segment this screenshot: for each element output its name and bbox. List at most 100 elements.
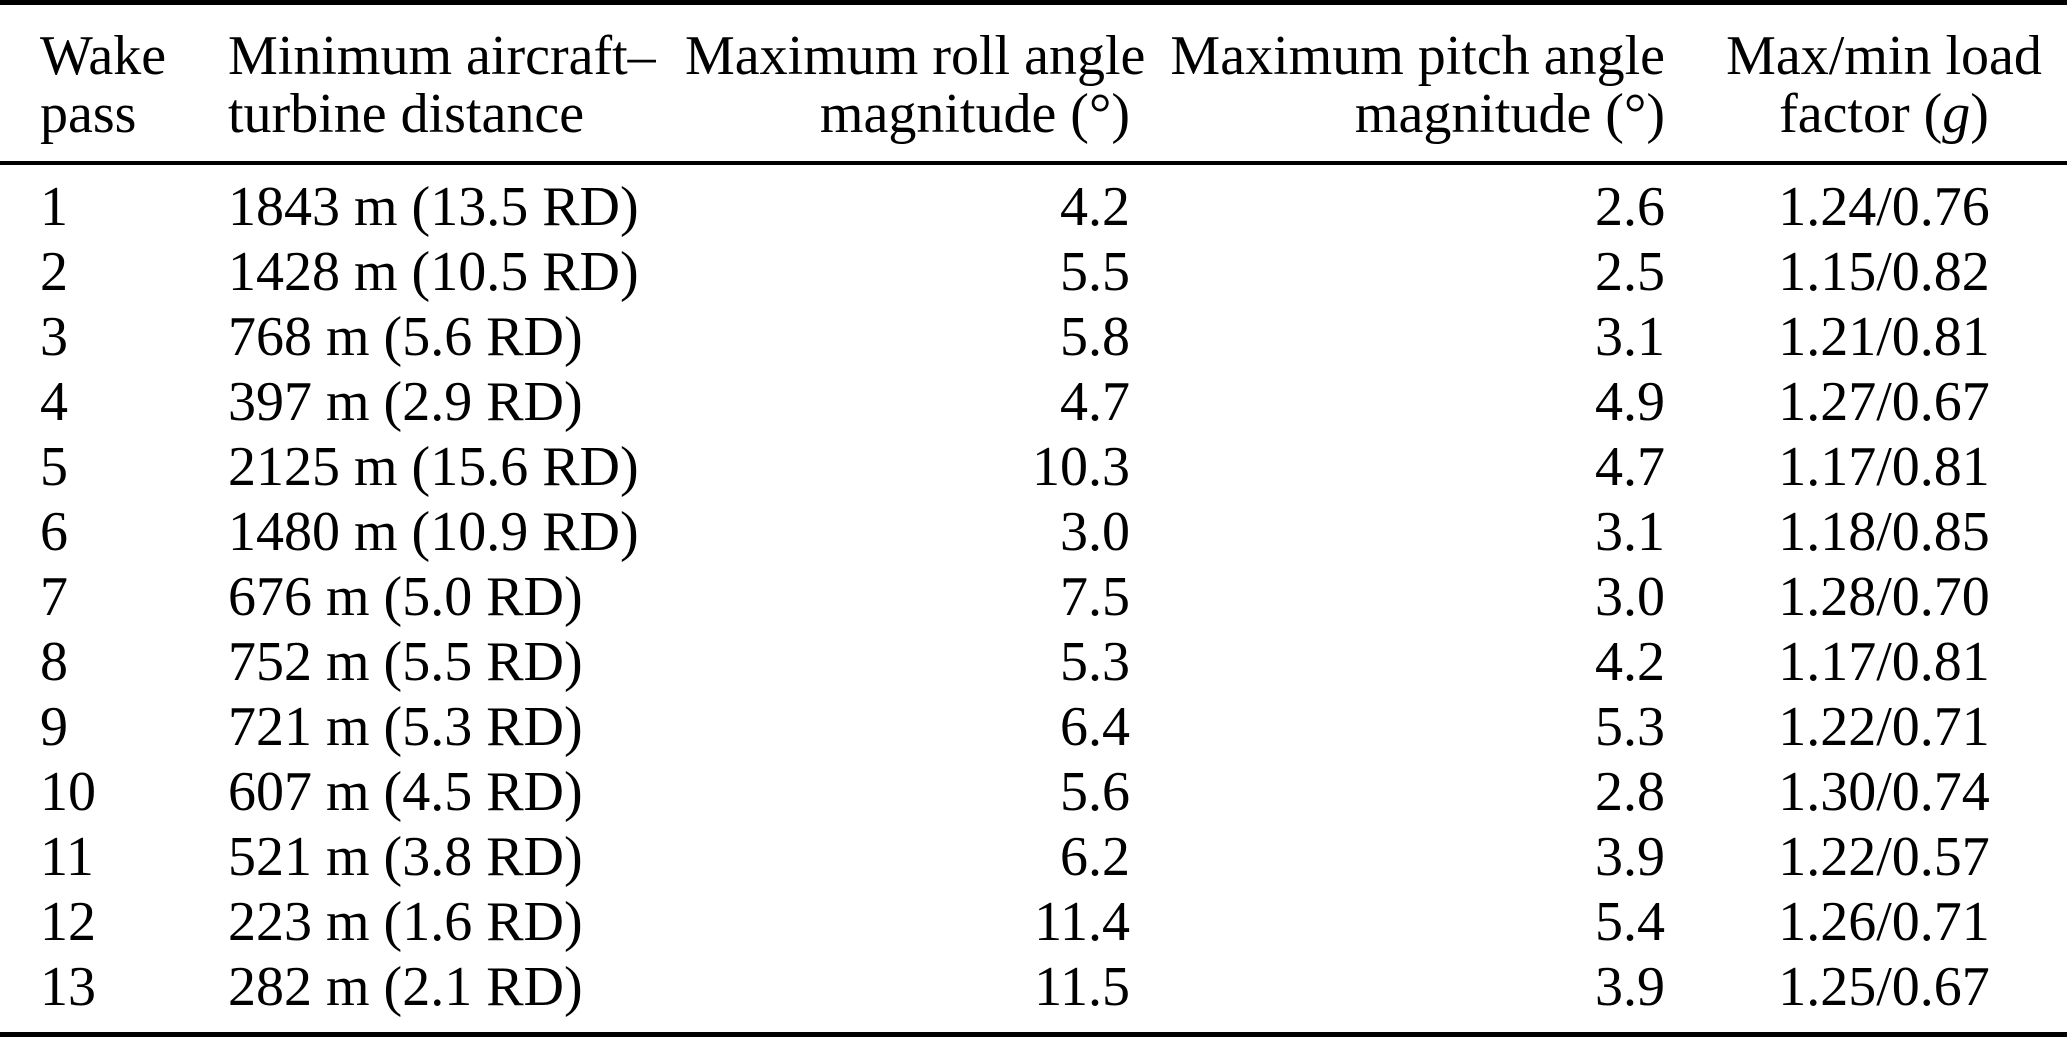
cell-pitch-angle: 3.0: [1595, 566, 1665, 628]
cell-wake-pass: 1: [40, 176, 68, 238]
cell-distance: 768 m (5.6 RD): [228, 306, 583, 368]
cell-distance: 397 m (2.9 RD): [228, 371, 583, 433]
cell-pitch-angle: 3.9: [1595, 826, 1665, 888]
cell-load-factor: 1.17/0.81: [1778, 631, 1990, 693]
cell-pitch-angle: 5.3: [1595, 696, 1665, 758]
table-row: 4 397 m (2.9 RD) 4.7 4.9 1.27/0.67: [0, 370, 2067, 435]
header-line-1: Maximum roll angle: [685, 25, 1146, 87]
cell-roll-angle: 5.5: [1060, 241, 1130, 303]
cell-pitch-angle: 2.8: [1595, 761, 1665, 823]
col-header-max-pitch: Maximum pitch angle magnitude (°): [1130, 2, 1665, 165]
col-header-wake-pass: Wake pass: [0, 2, 188, 165]
cell-load-factor: 1.21/0.81: [1778, 306, 1990, 368]
cell-roll-angle: 10.3: [1032, 436, 1130, 498]
cell-distance: 521 m (3.8 RD): [228, 826, 583, 888]
cell-roll-angle: 3.0: [1060, 501, 1130, 563]
cell-roll-angle: 4.7: [1060, 371, 1130, 433]
cell-roll-angle: 5.3: [1060, 631, 1130, 693]
cell-load-factor: 1.24/0.76: [1778, 176, 1990, 238]
cell-distance: 2125 m (15.6 RD): [228, 436, 639, 498]
cell-load-factor: 1.25/0.67: [1778, 956, 1990, 1018]
header-line-1: Minimum aircraft–: [228, 25, 656, 87]
cell-roll-angle: 5.8: [1060, 306, 1130, 368]
cell-load-factor: 1.18/0.85: [1778, 501, 1990, 563]
cell-pitch-angle: 3.1: [1595, 306, 1665, 368]
cell-distance: 1843 m (13.5 RD): [228, 176, 639, 238]
table-header: Wake pass Minimum aircraft– turbine dist…: [0, 2, 2067, 165]
table-body: 1 1843 m (13.5 RD) 4.2 2.6 1.24/0.76 2 1428 m …: [0, 163, 2067, 1035]
cell-wake-pass: 3: [40, 306, 68, 368]
cell-roll-angle: 7.5: [1060, 566, 1130, 628]
cell-roll-angle: 6.2: [1060, 826, 1130, 888]
load-factor-label-prefix: factor (: [1779, 83, 1943, 145]
table-row: 2 1428 m (10.5 RD) 5.5 2.5 1.15/0.82: [0, 240, 2067, 305]
cell-wake-pass: 5: [40, 436, 68, 498]
cell-roll-angle: 6.4: [1060, 696, 1130, 758]
table-row: 5 2125 m (15.6 RD) 10.3 4.7 1.17/0.81: [0, 435, 2067, 500]
cell-roll-angle: 11.5: [1034, 956, 1130, 1018]
cell-distance: 607 m (4.5 RD): [228, 761, 583, 823]
cell-load-factor: 1.22/0.57: [1778, 826, 1990, 888]
cell-wake-pass: 12: [40, 891, 96, 953]
table-row: 1 1843 m (13.5 RD) 4.2 2.6 1.24/0.76: [0, 163, 2067, 240]
header-row: Wake pass Minimum aircraft– turbine dist…: [0, 2, 2067, 165]
cell-pitch-angle: 4.7: [1595, 436, 1665, 498]
table-row: 13 282 m (2.1 RD) 11.5 3.9 1.25/0.67: [0, 955, 2067, 1035]
cell-distance: 1480 m (10.9 RD): [228, 501, 639, 563]
table-row: 8 752 m (5.5 RD) 5.3 4.2 1.17/0.81: [0, 630, 2067, 695]
cell-load-factor: 1.26/0.71: [1778, 891, 1990, 953]
cell-wake-pass: 6: [40, 501, 68, 563]
table-row: 6 1480 m (10.9 RD) 3.0 3.1 1.18/0.85: [0, 500, 2067, 565]
cell-load-factor: 1.15/0.82: [1778, 241, 1990, 303]
table-row: 9 721 m (5.3 RD) 6.4 5.3 1.22/0.71: [0, 695, 2067, 760]
cell-load-factor: 1.28/0.70: [1778, 566, 1990, 628]
cell-distance: 223 m (1.6 RD): [228, 891, 583, 953]
cell-distance: 676 m (5.0 RD): [228, 566, 583, 628]
cell-wake-pass: 8: [40, 631, 68, 693]
cell-pitch-angle: 3.1: [1595, 501, 1665, 563]
col-header-max-roll: Maximum roll angle magnitude (°): [685, 2, 1146, 165]
header-line-2: magnitude (°): [1354, 83, 1665, 145]
header-line-2: magnitude (°): [819, 83, 1130, 145]
cell-wake-pass: 7: [40, 566, 68, 628]
cell-distance: 282 m (2.1 RD): [228, 956, 583, 1018]
load-factor-label-suffix: ): [1970, 83, 1989, 145]
cell-pitch-angle: 4.9: [1595, 371, 1665, 433]
header-line-2: turbine distance: [228, 83, 585, 145]
cell-roll-angle: 4.2: [1060, 176, 1130, 238]
cell-load-factor: 1.27/0.67: [1778, 371, 1990, 433]
table-row: 7 676 m (5.0 RD) 7.5 3.0 1.28/0.70: [0, 565, 2067, 630]
header-line-1: Wake: [40, 25, 167, 87]
table-row: 3 768 m (5.6 RD) 5.8 3.1 1.21/0.81: [0, 305, 2067, 370]
col-header-load-factor: Max/min load factor (g): [1665, 2, 2067, 165]
header-line-2: pass: [40, 83, 137, 145]
cell-distance: 721 m (5.3 RD): [228, 696, 583, 758]
cell-wake-pass: 9: [40, 696, 68, 758]
cell-roll-angle: 11.4: [1034, 891, 1130, 953]
col-header-min-distance: Minimum aircraft– turbine distance: [188, 2, 685, 165]
cell-pitch-angle: 3.9: [1595, 956, 1665, 1018]
cell-pitch-angle: 5.4: [1595, 891, 1665, 953]
cell-pitch-angle: 2.6: [1595, 176, 1665, 238]
cell-load-factor: 1.17/0.81: [1778, 436, 1990, 498]
table-row: 12 223 m (1.6 RD) 11.4 5.4 1.26/0.71: [0, 890, 2067, 955]
cell-wake-pass: 4: [40, 371, 68, 433]
header-line-2: factor (g): [1701, 85, 2067, 143]
cell-distance: 752 m (5.5 RD): [228, 631, 583, 693]
cell-wake-pass: 13: [40, 956, 96, 1018]
cell-wake-pass: 11: [40, 826, 94, 888]
cell-load-factor: 1.30/0.74: [1778, 761, 1990, 823]
header-line-1: Max/min load: [1726, 25, 2042, 87]
cell-load-factor: 1.22/0.71: [1778, 696, 1990, 758]
cell-wake-pass: 2: [40, 241, 68, 303]
table-row: 11 521 m (3.8 RD) 6.2 3.9 1.22/0.57: [0, 825, 2067, 890]
load-factor-g-symbol: g: [1942, 83, 1971, 145]
cell-wake-pass: 10: [40, 761, 96, 823]
table-row: 10 607 m (4.5 RD) 5.6 2.8 1.30/0.74: [0, 760, 2067, 825]
cell-pitch-angle: 4.2: [1595, 631, 1665, 693]
cell-distance: 1428 m (10.5 RD): [228, 241, 639, 303]
header-line-1: Maximum pitch angle: [1170, 25, 1665, 87]
cell-pitch-angle: 2.5: [1595, 241, 1665, 303]
